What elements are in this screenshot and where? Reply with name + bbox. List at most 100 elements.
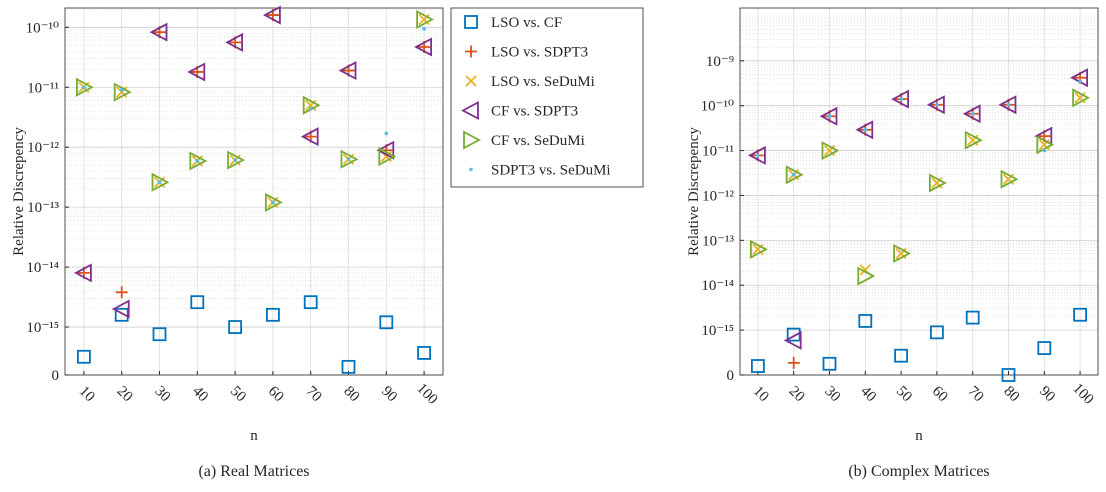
marker-triangle-left bbox=[414, 37, 432, 57]
marker-square bbox=[751, 359, 765, 373]
marker-square bbox=[1001, 368, 1016, 382]
marker-square bbox=[858, 314, 873, 328]
marker-square bbox=[822, 356, 837, 371]
marker-square bbox=[152, 327, 167, 342]
marker-dot bbox=[791, 172, 796, 177]
marker-dot bbox=[308, 106, 313, 111]
marker-dot bbox=[899, 97, 903, 101]
y-tick-label: 10⁻¹⁵ bbox=[26, 320, 59, 336]
x-tick-label: 100 bbox=[1069, 381, 1096, 408]
marker-dot bbox=[756, 153, 760, 158]
marker-triangle-right bbox=[929, 173, 947, 193]
x-tick-label: 60 bbox=[929, 383, 951, 405]
y-tick-label: 10⁻¹³ bbox=[702, 233, 734, 249]
marker-triangle-right bbox=[821, 141, 840, 161]
marker-triangle-right bbox=[340, 149, 359, 169]
marker-triangle-left bbox=[111, 299, 130, 319]
marker-dot bbox=[1042, 148, 1047, 153]
marker-triangle-left bbox=[149, 22, 168, 42]
plot: 10 20 30 40 50 60 70 80 90 100 0 10⁻¹⁵ 10⁻¹⁴ 10⁻¹³ 10⁻… bbox=[686, 7, 1099, 480]
y-axis-label: Relative Discrepency bbox=[11, 127, 27, 256]
marker-triangle-left bbox=[962, 104, 981, 124]
y-tick-label: 0 bbox=[727, 368, 735, 384]
marker-triangle-right bbox=[1036, 135, 1055, 155]
marker-triangle-right bbox=[1000, 169, 1019, 189]
x-tick-label: 20 bbox=[786, 383, 808, 405]
marker-dot bbox=[82, 85, 86, 90]
y-tick-label: 10⁻¹² bbox=[27, 140, 59, 156]
marker-square bbox=[417, 346, 432, 360]
y-tick-label: 10⁻¹¹ bbox=[27, 80, 59, 96]
marker-triangle-right bbox=[964, 130, 983, 150]
x-tick-label: 80 bbox=[340, 383, 362, 405]
marker-triangle-left bbox=[747, 145, 766, 165]
marker-plus bbox=[465, 45, 477, 58]
x-tick-label: 70 bbox=[965, 383, 987, 405]
marker-triangle-left bbox=[187, 62, 206, 82]
marker-square bbox=[930, 325, 944, 340]
marker-square bbox=[1073, 307, 1087, 322]
marker-square bbox=[77, 349, 91, 364]
marker-dot bbox=[384, 131, 389, 136]
marker-square bbox=[379, 315, 394, 330]
marker-square bbox=[1037, 341, 1052, 355]
marker-triangle-left bbox=[891, 89, 909, 109]
marker-square bbox=[965, 310, 980, 325]
x-tick-label: 30 bbox=[821, 383, 843, 405]
marker-dot bbox=[346, 157, 351, 162]
marker-x bbox=[465, 75, 477, 87]
caption: (b) Complex Matrices bbox=[848, 463, 989, 480]
marker-dot bbox=[1078, 79, 1082, 84]
marker-triangle-right bbox=[416, 10, 435, 30]
y-tick-label: 10⁻¹¹ bbox=[702, 144, 734, 160]
marker-dot bbox=[271, 200, 275, 205]
x-tick-label: 40 bbox=[857, 383, 879, 405]
marker-square bbox=[114, 307, 129, 322]
legend-label: CF vs. SDPT3 bbox=[491, 104, 578, 120]
x-tick-label: 90 bbox=[1036, 383, 1058, 405]
y-tick-label: 10⁻¹³ bbox=[27, 200, 59, 216]
marker-triangle-right bbox=[227, 150, 246, 170]
x-axis-label: n bbox=[915, 428, 923, 444]
marker-triangle-right bbox=[151, 172, 170, 192]
marker-triangle-left bbox=[783, 330, 802, 350]
x-axis-label: n bbox=[250, 428, 258, 444]
x-tick-label: 50 bbox=[227, 383, 249, 405]
marker-dot bbox=[827, 114, 832, 119]
marker-dot bbox=[195, 159, 200, 163]
marker-square bbox=[190, 295, 205, 310]
marker-square bbox=[464, 15, 478, 29]
marker-triangle-right bbox=[76, 77, 94, 97]
y-tick-label: 10⁻¹⁰ bbox=[701, 99, 734, 115]
axes-box bbox=[739, 7, 1099, 376]
marker-triangle-left bbox=[73, 263, 92, 283]
plot: 10 20 30 40 50 60 70 80 90 100 0 10⁻¹⁵ 10⁻¹⁴ 10⁻¹³ 10⁻… bbox=[11, 5, 444, 480]
marker-square bbox=[303, 295, 318, 310]
marker-square bbox=[894, 348, 908, 363]
legend-box bbox=[450, 7, 644, 188]
marker-triangle-left bbox=[225, 32, 243, 52]
legend-label: LSO vs. SDPT3 bbox=[491, 45, 588, 61]
legend-label: LSO vs. SeDuMi bbox=[491, 74, 595, 90]
x-tick-label: 70 bbox=[303, 383, 325, 405]
x-tick-label: 50 bbox=[893, 383, 915, 405]
marker-dot bbox=[119, 88, 124, 92]
marker-square bbox=[786, 327, 801, 342]
x-tick-label: 90 bbox=[378, 383, 400, 405]
y-tick-label: 10⁻¹⁴ bbox=[701, 278, 734, 294]
marker-triangle-left bbox=[376, 140, 395, 160]
marker-dot bbox=[469, 167, 473, 172]
y-axis-label: Relative Discrepency bbox=[686, 127, 702, 256]
y-tick-label: 10⁻¹⁴ bbox=[26, 260, 59, 276]
marker-triangle-left bbox=[461, 101, 479, 120]
caption: (a) Real Matrices bbox=[198, 463, 309, 480]
x-tick-label: 30 bbox=[151, 383, 173, 405]
marker-triangle-right bbox=[265, 192, 283, 212]
x-tick-label: 10 bbox=[76, 383, 98, 405]
marker-triangle-left bbox=[338, 61, 357, 81]
marker-dot bbox=[233, 158, 237, 162]
y-tick-label: 10⁻¹⁵ bbox=[701, 323, 734, 339]
marker-triangle-right bbox=[1072, 88, 1091, 108]
y-tick-label: 0 bbox=[52, 368, 60, 384]
